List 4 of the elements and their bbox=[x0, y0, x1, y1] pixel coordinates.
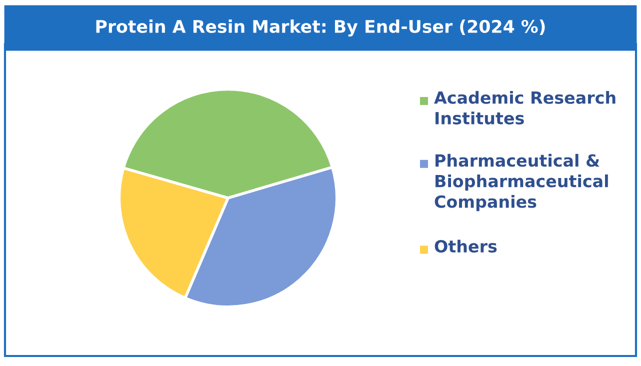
legend-label: Academic Research Institutes bbox=[434, 91, 616, 124]
legend-label: Pharmaceutical & Biopharmaceutical Companies bbox=[434, 154, 608, 212]
legend-label: Others bbox=[434, 240, 497, 253]
chart-title: Protein A Resin Market: By End-User (2024 %) bbox=[96, 20, 545, 36]
